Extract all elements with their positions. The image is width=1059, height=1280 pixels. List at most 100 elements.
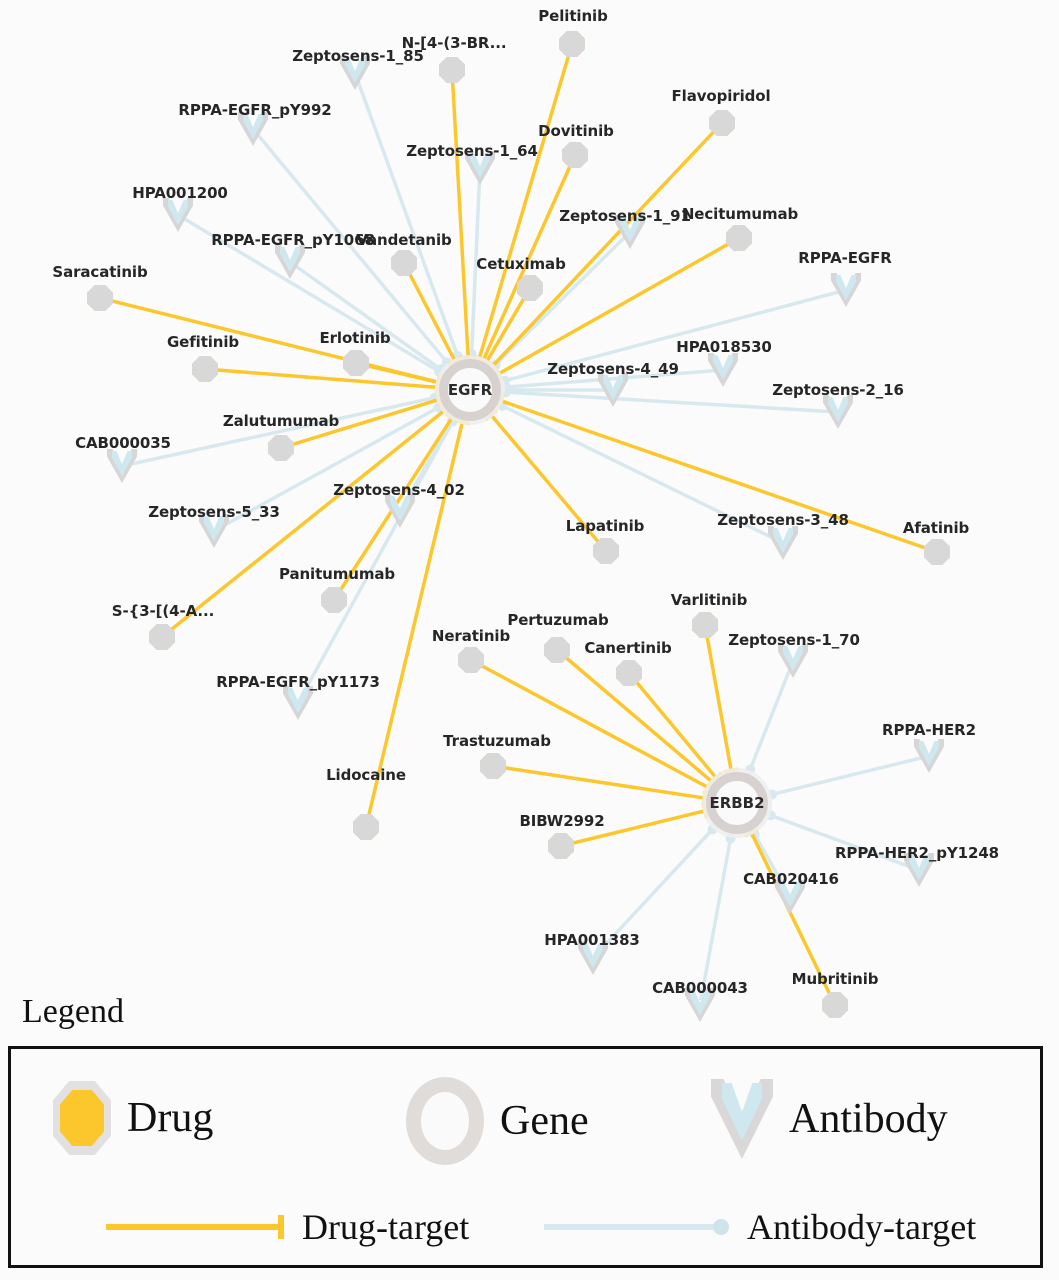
drug-node[interactable] xyxy=(593,538,619,564)
drug-target-edge xyxy=(364,420,465,829)
drug-node[interactable] xyxy=(562,142,588,168)
antibody-node[interactable] xyxy=(685,988,715,1022)
antibody-node[interactable] xyxy=(831,273,861,307)
antibody-node[interactable] xyxy=(578,941,608,975)
drug-node[interactable] xyxy=(924,539,950,565)
drug-octagon-icon xyxy=(458,647,484,673)
antibody-node[interactable] xyxy=(199,514,229,548)
drug-target-edge xyxy=(490,121,724,368)
antibody-target-edge xyxy=(500,404,785,545)
drug-target-edge-endpoint xyxy=(454,418,470,426)
drug-node[interactable] xyxy=(458,647,484,673)
antibody-chevron-icon xyxy=(615,215,645,249)
drug-node[interactable] xyxy=(544,637,570,663)
drug-node[interactable] xyxy=(87,285,113,311)
legend-box: Drug Gene Antibody Drug-target Antibody-… xyxy=(8,1046,1043,1268)
drug-octagon-icon xyxy=(353,814,379,840)
drug-node[interactable] xyxy=(709,110,735,136)
drug-octagon-icon xyxy=(924,539,950,565)
antibody-node[interactable] xyxy=(283,686,313,720)
drug-node[interactable] xyxy=(726,225,752,251)
antibody-node[interactable] xyxy=(904,853,934,887)
drug-node[interactable] xyxy=(353,814,379,840)
antibody-node[interactable] xyxy=(598,373,628,407)
network-edges xyxy=(98,42,939,1000)
antibody-target-edge xyxy=(493,230,632,367)
antibody-target-edge xyxy=(353,71,460,358)
antibody-node[interactable] xyxy=(768,526,798,560)
antibody-node-label: CAB000043 xyxy=(652,979,748,997)
drug-node-label: Dovitinib xyxy=(538,122,614,140)
drug-target-edge-endpoint xyxy=(494,366,504,381)
antibody-chevron-icon xyxy=(199,514,229,548)
drug-node[interactable] xyxy=(616,660,642,686)
drug-octagon-icon xyxy=(709,110,735,136)
drug-node[interactable] xyxy=(343,350,369,376)
drug-node-label: Canertinib xyxy=(584,639,672,657)
antibody-node-label: Zeptosens-1_70 xyxy=(728,631,860,649)
drug-target-edge-endpoint xyxy=(479,356,494,367)
antibody-target-edge-endpoint xyxy=(707,824,718,835)
legend-edge-antibody-target-label: Antibody-target xyxy=(747,1207,977,1247)
drug-octagon-icon xyxy=(149,624,175,650)
gene-node-erbb2[interactable]: ERBB2 xyxy=(706,772,768,834)
drug-octagon-icon xyxy=(480,753,506,779)
drug-node[interactable] xyxy=(517,275,543,301)
antibody-node[interactable] xyxy=(823,395,853,429)
drug-node[interactable] xyxy=(149,624,175,650)
legend-edge-antibody-target: Antibody-target xyxy=(544,1209,976,1245)
drug-node[interactable] xyxy=(268,435,294,461)
drug-node-label: Pelitinib xyxy=(538,7,608,25)
antibody-target-edge xyxy=(699,836,733,1000)
antibody-node[interactable] xyxy=(914,739,944,773)
antibody-target-edge-endpoint xyxy=(766,789,777,800)
antibody-node[interactable] xyxy=(163,198,193,232)
antibody-node[interactable] xyxy=(340,56,370,90)
antibody-node[interactable] xyxy=(708,353,738,387)
drug-octagon-icon xyxy=(692,612,718,638)
antibody-target-edge xyxy=(591,827,715,960)
drug-target-edge xyxy=(749,830,835,1000)
antibody-node-label: Zeptosens-1_85 xyxy=(292,47,424,65)
antibody-node[interactable] xyxy=(465,151,495,185)
antibody-node-label: Zeptosens-3_48 xyxy=(717,511,849,529)
drug-target-edge-endpoint xyxy=(701,803,709,819)
drug-node[interactable] xyxy=(822,992,848,1018)
drug-node[interactable] xyxy=(391,250,417,276)
antibody-chevron-icon xyxy=(914,739,944,773)
antibody-node[interactable] xyxy=(107,449,137,483)
antibody-node[interactable] xyxy=(778,644,808,678)
drug-node[interactable] xyxy=(192,356,218,382)
drug-node[interactable] xyxy=(321,587,347,613)
antibody-node[interactable] xyxy=(238,112,268,146)
antibody-chevron-icon xyxy=(275,245,305,279)
drug-target-edge-endpoint xyxy=(497,393,505,409)
antibody-node[interactable] xyxy=(275,245,305,279)
gene-node-egfr[interactable]: EGFR xyxy=(439,359,501,421)
drug-node-label: Saracatinib xyxy=(52,263,148,281)
drug-node[interactable] xyxy=(439,57,465,83)
drug-node-label: Lapatinib xyxy=(565,517,645,535)
antibody-node-label: RPPA-HER2 xyxy=(882,721,976,739)
gene-donut-icon xyxy=(406,1077,484,1165)
drug-octagon-icon xyxy=(616,660,642,686)
drug-node[interactable] xyxy=(548,833,574,859)
drug-target-edge xyxy=(499,399,939,554)
antibody-node-label: RPPA-EGFR_pY1173 xyxy=(216,673,380,691)
network-canvas[interactable]: EGFR ERBB2 Zeptosens-1_85 RPPA-EGFR_pY992 Z… xyxy=(0,0,1059,1022)
antibody-node[interactable] xyxy=(385,494,415,528)
antibody-node[interactable] xyxy=(775,880,805,914)
antibody-node-label: Zeptosens-4_02 xyxy=(333,481,465,499)
antibody-node-label: RPPA-EGFR_pY992 xyxy=(178,101,332,119)
drug-node[interactable] xyxy=(559,31,585,57)
drug-node[interactable] xyxy=(692,612,718,638)
drug-target-edge xyxy=(703,623,733,773)
antibody-node[interactable] xyxy=(615,215,645,249)
drug-target-edge xyxy=(203,367,439,390)
drug-target-edge-endpoint xyxy=(434,374,442,390)
antibody-target-edge xyxy=(504,390,840,414)
drug-target-edge-endpoint xyxy=(701,790,708,806)
antibody-target-edge-endpoint xyxy=(745,764,756,775)
drug-node[interactable] xyxy=(480,753,506,779)
